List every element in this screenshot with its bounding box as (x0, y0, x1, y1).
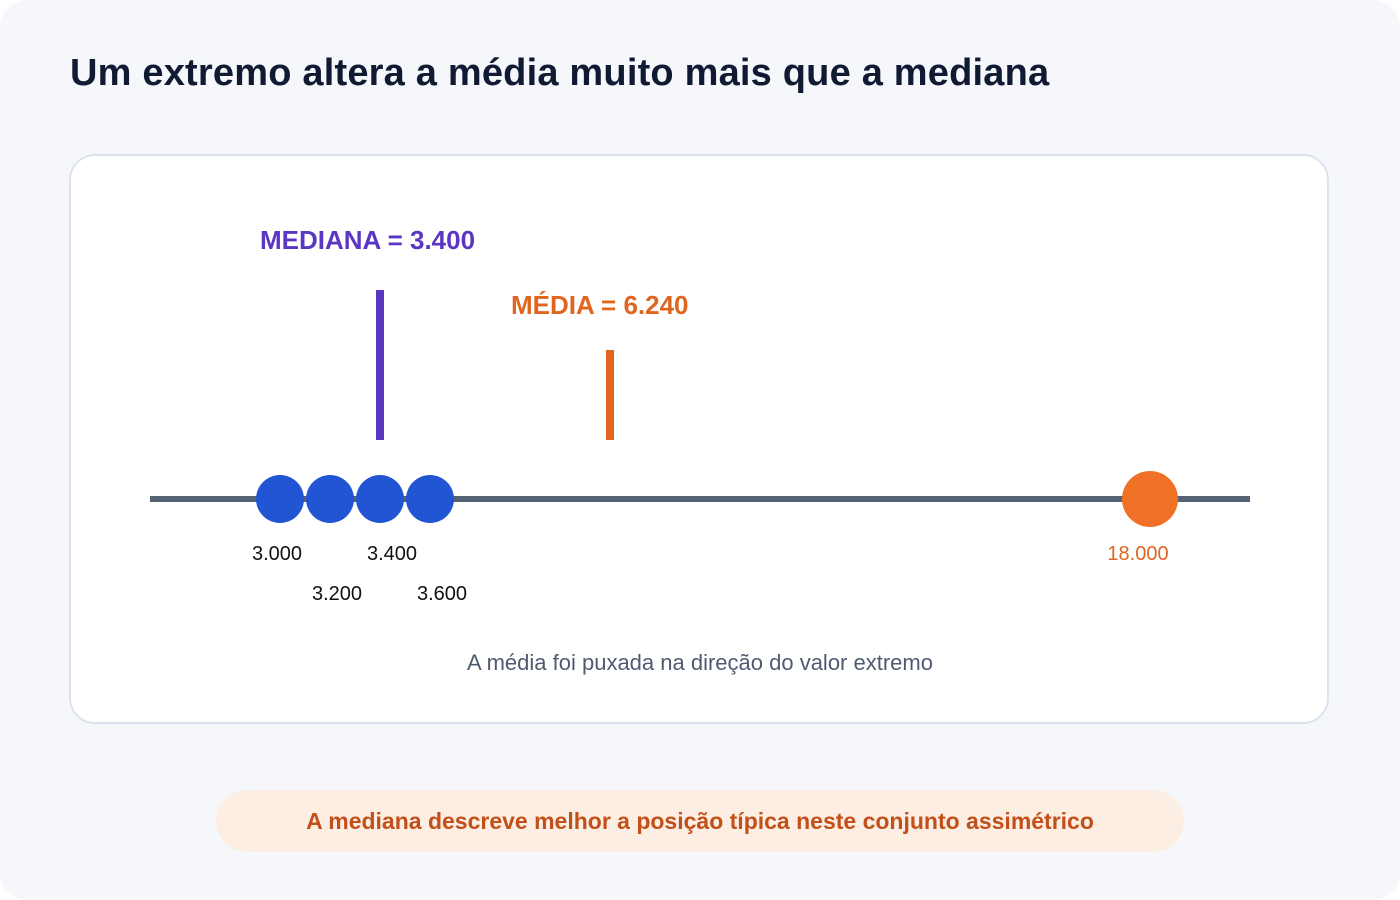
point-value-label: 3.600 (417, 583, 467, 605)
diagram-card (69, 154, 1329, 724)
page-title: Um extremo altera a média muito mais que… (70, 52, 1050, 94)
mean-label: MÉDIA = 6.240 (511, 290, 689, 320)
median-marker (376, 290, 384, 440)
data-point-3400 (356, 475, 404, 523)
point-value-label: 3.400 (367, 543, 417, 565)
data-point-outlier-18000 (1122, 471, 1178, 527)
data-point-3200 (306, 475, 354, 523)
conclusion-text: A mediana descreve melhor a posição típi… (306, 807, 1094, 834)
data-point-3000 (256, 475, 304, 523)
mean-marker (606, 350, 614, 440)
conclusion-callout: A mediana descreve melhor a posição típi… (216, 790, 1184, 852)
point-value-label: 3.000 (252, 543, 302, 565)
outlier-value-label: 18.000 (1107, 543, 1168, 565)
point-value-label: 3.200 (312, 583, 362, 605)
data-point-3600 (406, 475, 454, 523)
diagram-caption: A média foi puxada na direção do valor e… (467, 650, 933, 675)
median-label: MEDIANA = 3.400 (260, 225, 475, 255)
